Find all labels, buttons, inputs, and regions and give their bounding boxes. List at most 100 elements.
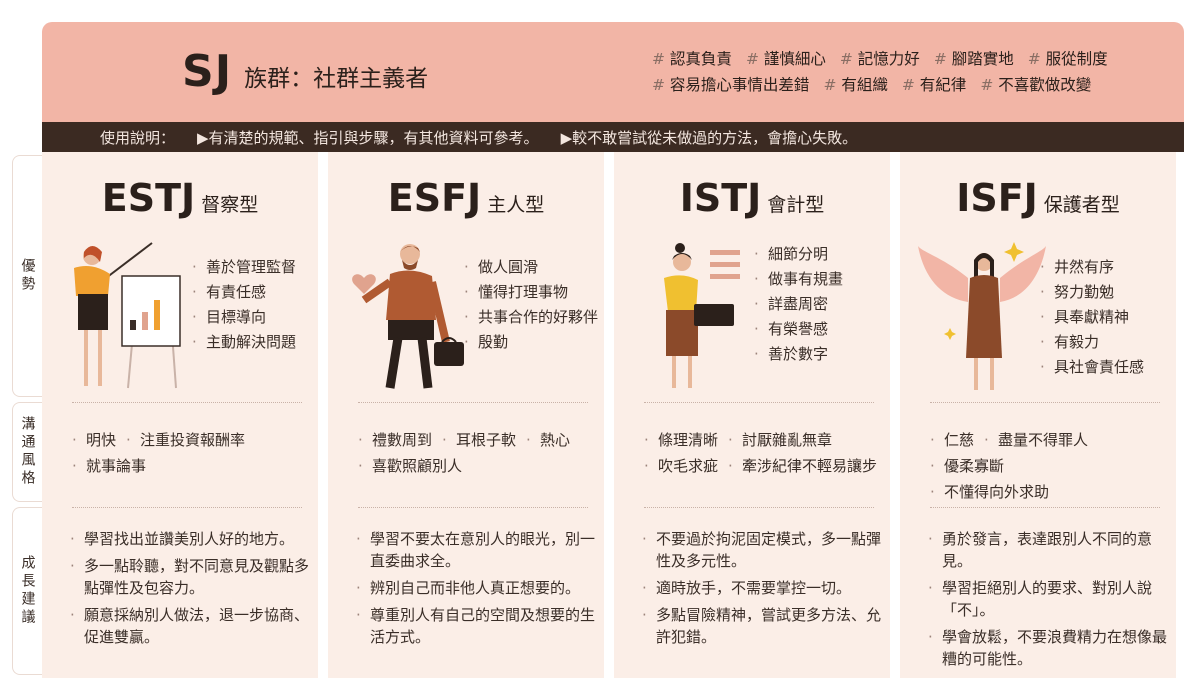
list-item: 多一點聆聽，對不同意見及觀點多點彈性及包容力。 bbox=[70, 555, 310, 599]
list-item: 注重投資報酬率 bbox=[126, 427, 245, 453]
type-name: 保護者型 bbox=[1043, 194, 1120, 216]
tag: 記憶力好 bbox=[840, 46, 920, 72]
tag: 服從制度 bbox=[1028, 46, 1108, 72]
growth-list: 學習不要太在意別人的眼光，別一直委曲求全。 辨別自己而非他人真正想要的。 尊重別… bbox=[356, 528, 596, 653]
list-item: 努力勤勉 bbox=[1040, 280, 1144, 305]
strengths-list: 井然有序 努力勤勉 具奉獻精神 有毅力 具社會責任感 bbox=[1040, 255, 1144, 380]
list-item: 有毅力 bbox=[1040, 330, 1144, 355]
tag-row-1: 認真負責 謹慎細心 記憶力好 腳踏實地 服從制度 bbox=[652, 46, 1182, 72]
list-item: 有責任感 bbox=[192, 280, 296, 305]
list-item: 盡量不得罪人 bbox=[984, 427, 1088, 453]
list-item: 做人圓滑 bbox=[464, 255, 598, 280]
column-title: ISFJ 保護者型 bbox=[900, 176, 1176, 220]
communication-list: 明快 注重投資報酬率 就事論事 bbox=[72, 427, 312, 479]
divider bbox=[644, 402, 874, 403]
list-item: 學習拒絕別人的要求、對別人說「不」。 bbox=[928, 577, 1168, 621]
tag-row-2: 容易擔心事情出差錯 有組織 有紀律 不喜歡做改變 bbox=[652, 72, 1182, 98]
list-item: 禮數周到 bbox=[358, 427, 432, 453]
type-name: 主人型 bbox=[487, 194, 545, 216]
growth-list: 不要過於拘泥固定模式，多一點彈性及多元性。 適時放手，不需要掌控一切。 多點冒險… bbox=[642, 528, 882, 653]
list-item: 殷勤 bbox=[464, 330, 598, 355]
list-item: 學習不要太在意別人的眼光，別一直委曲求全。 bbox=[356, 528, 596, 572]
list-item: 主動解決問題 bbox=[192, 330, 296, 355]
list-item: 明快 bbox=[72, 427, 116, 453]
list-item: 牽涉紀律不輕易讓步 bbox=[728, 453, 877, 479]
type-name: 督察型 bbox=[201, 194, 259, 216]
list-item: 善於管理監督 bbox=[192, 255, 296, 280]
tag: 腳踏實地 bbox=[934, 46, 1014, 72]
tag: 謹慎細心 bbox=[746, 46, 826, 72]
tag: 認真負責 bbox=[652, 46, 732, 72]
list-item: 就事論事 bbox=[72, 453, 146, 479]
list-item: 井然有序 bbox=[1040, 255, 1144, 280]
side-label-growth: 成長建議 bbox=[12, 507, 42, 675]
accountant-illustration bbox=[664, 243, 740, 388]
growth-list: 勇於發言，表達跟別人不同的意見。 學習拒絕別人的要求、對別人說「不」。 學會放鬆… bbox=[928, 528, 1168, 675]
growth-list: 學習找出並讚美別人好的地方。 多一點聆聽，對不同意見及觀點多點彈性及包容力。 願… bbox=[70, 528, 310, 653]
type-code: ISFJ bbox=[956, 176, 1038, 220]
divider bbox=[358, 507, 588, 508]
list-item: 共事合作的好夥伴 bbox=[464, 305, 598, 330]
header-banner: SJ 族群：社群主義者 認真負責 謹慎細心 記憶力好 腳踏實地 服從制度 容易擔… bbox=[42, 22, 1184, 122]
column-title: ESFJ 主人型 bbox=[328, 176, 604, 220]
list-item: 懂得打理事物 bbox=[464, 280, 598, 305]
list-item: 勇於發言，表達跟別人不同的意見。 bbox=[928, 528, 1168, 572]
list-item: 吹毛求疵 bbox=[644, 453, 718, 479]
type-code: ESTJ bbox=[101, 176, 196, 220]
usage-label: 使用說明： bbox=[100, 128, 176, 147]
list-item: 有榮譽感 bbox=[754, 317, 843, 342]
divider bbox=[72, 402, 302, 403]
list-item: 學會放鬆，不要浪費精力在想像最糟的可能性。 bbox=[928, 626, 1168, 670]
list-item: 多點冒險精神，嘗試更多方法、允許犯錯。 bbox=[642, 604, 882, 648]
list-item: 不要過於拘泥固定模式，多一點彈性及多元性。 bbox=[642, 528, 882, 572]
list-item: 具社會責任感 bbox=[1040, 355, 1144, 380]
type-name: 會計型 bbox=[767, 194, 825, 216]
list-item: 學習找出並讚美別人好的地方。 bbox=[70, 528, 310, 550]
type-code: ISTJ bbox=[679, 176, 762, 220]
list-item: 具奉獻精神 bbox=[1040, 305, 1144, 330]
title-main: SJ bbox=[182, 46, 233, 97]
host-illustration bbox=[352, 244, 464, 389]
list-item: 善於數字 bbox=[754, 342, 843, 367]
list-item: 不懂得向外求助 bbox=[930, 479, 1049, 505]
tag: 有紀律 bbox=[902, 72, 967, 98]
list-item: 適時放手，不需要掌控一切。 bbox=[642, 577, 882, 599]
list-item: 優柔寡斷 bbox=[930, 453, 1004, 479]
column-title: ISTJ 會計型 bbox=[614, 176, 890, 220]
divider bbox=[644, 507, 874, 508]
list-item: 細節分明 bbox=[754, 242, 843, 267]
list-item: 願意採納別人做法，退一步協商、促進雙贏。 bbox=[70, 604, 310, 648]
list-item: 熱心 bbox=[526, 427, 570, 453]
list-item: 喜歡照顧別人 bbox=[358, 453, 462, 479]
communication-list: 條理清晰 討厭雜亂無章 吹毛求疵 牽涉紀律不輕易讓步 bbox=[644, 427, 884, 479]
list-item: 尊重別人有自己的空間及想要的生活方式。 bbox=[356, 604, 596, 648]
list-item: 條理清晰 bbox=[644, 427, 718, 453]
side-label-communication: 溝通風格 bbox=[12, 402, 42, 502]
list-item: 辨別自己而非他人真正想要的。 bbox=[356, 577, 596, 599]
list-item: 仁慈 bbox=[930, 427, 974, 453]
usage-item-2: ▶較不敢嘗試從未做過的方法，會擔心失敗。 bbox=[560, 128, 858, 147]
list-item: 耳根子軟 bbox=[442, 427, 516, 453]
strengths-list: 善於管理監督 有責任感 目標導向 主動解決問題 bbox=[192, 255, 296, 355]
list-item: 討厭雜亂無章 bbox=[728, 427, 832, 453]
presenter-illustration bbox=[74, 242, 181, 389]
usage-item-1: ▶有清楚的規範、指引與步驟，有其他資料可參考。 bbox=[197, 128, 539, 147]
page-title: SJ 族群：社群主義者 bbox=[182, 46, 428, 97]
divider bbox=[358, 402, 588, 403]
usage-bar: 使用說明： ▶有清楚的規範、指引與步驟，有其他資料可參考。 ▶較不敢嘗試從未做過… bbox=[42, 122, 1184, 152]
communication-list: 仁慈 盡量不得罪人 優柔寡斷 不懂得向外求助 bbox=[930, 427, 1170, 505]
strengths-list: 細節分明 做事有規畫 詳盡周密 有榮譽感 善於數字 bbox=[754, 242, 843, 367]
column-title: ESTJ 督察型 bbox=[42, 176, 318, 220]
divider bbox=[72, 507, 302, 508]
side-label-strengths: 優勢 bbox=[12, 155, 42, 397]
protector-illustration bbox=[918, 242, 1046, 390]
tag: 不喜歡做改變 bbox=[980, 72, 1091, 98]
list-item: 做事有規畫 bbox=[754, 267, 843, 292]
divider bbox=[930, 507, 1160, 508]
trait-tags: 認真負責 謹慎細心 記憶力好 腳踏實地 服從制度 容易擔心事情出差錯 有組織 有… bbox=[652, 46, 1182, 98]
divider bbox=[930, 402, 1160, 403]
